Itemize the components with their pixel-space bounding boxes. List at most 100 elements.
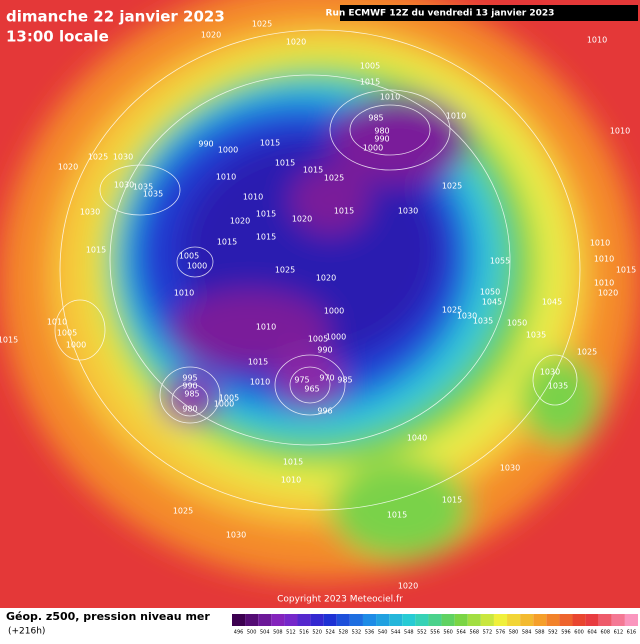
- scale-swatch: [284, 614, 298, 626]
- isobar-label: 1020: [598, 289, 618, 298]
- scale-swatch: [624, 614, 638, 626]
- scale-label: 536: [365, 630, 375, 636]
- scale-swatch: [441, 614, 455, 626]
- isobar-label: 990: [182, 382, 197, 391]
- isobar-label: 1010: [216, 173, 236, 182]
- isobar-label: 1015: [260, 139, 280, 148]
- scale-label: 548: [404, 630, 414, 636]
- isobar-label: 980: [182, 405, 197, 414]
- isobar-label: 1015: [360, 78, 380, 87]
- isobar-label: 1035: [526, 331, 546, 340]
- scale-swatch: [598, 614, 612, 626]
- scale-label: 600: [574, 630, 584, 636]
- scale-label: 592: [548, 630, 558, 636]
- isobar-label: 1025: [173, 507, 193, 516]
- isobar-label: 1035: [548, 382, 568, 391]
- scale-label: 504: [260, 630, 270, 636]
- scale-label: 564: [456, 630, 466, 636]
- scale-swatch: [507, 614, 521, 626]
- isobar-label: 1020: [398, 582, 418, 591]
- scale-label: 596: [561, 630, 571, 636]
- isobar-label: 1030: [540, 368, 560, 377]
- field: [0, 0, 640, 610]
- isobar-label: 1030: [80, 208, 100, 217]
- scale-label: 524: [325, 630, 335, 636]
- run-label: Run ECMWF 12Z du vendredi 13 janvier 202…: [326, 9, 555, 19]
- scale-label: 616: [627, 630, 637, 636]
- isobar-label: 1030: [500, 464, 520, 473]
- scale-swatch: [376, 614, 390, 626]
- scale-swatch: [520, 614, 534, 626]
- isobar-label: 1010: [446, 112, 466, 121]
- scale-swatch: [323, 614, 337, 626]
- isobar-label: 1035: [133, 183, 153, 192]
- scale-swatch: [533, 614, 547, 626]
- scale-swatch: [336, 614, 350, 626]
- isobar-label: 1030: [226, 531, 246, 540]
- scale-swatch: [559, 614, 573, 626]
- footer-title: Géop. z500, pression niveau mer: [6, 610, 210, 623]
- scale-label: 576: [496, 630, 506, 636]
- isobar-label: 1005: [57, 329, 77, 338]
- isobar-label: 1010: [243, 193, 263, 202]
- isobar-label: 970: [319, 374, 334, 383]
- isobar-label: 1010: [250, 378, 270, 387]
- scale-swatch: [389, 614, 403, 626]
- isobar-label: 1000: [218, 146, 238, 155]
- isobar-label: 1005: [179, 252, 199, 261]
- isobar-label: 1000: [326, 333, 346, 342]
- isobar-label: 1045: [482, 298, 502, 307]
- scale-label: 516: [299, 630, 309, 636]
- isobar-label: 1030: [113, 153, 133, 162]
- isobar-label: 1015: [256, 233, 276, 242]
- isobar-label: 1025: [252, 20, 272, 29]
- scale-label: 608: [600, 630, 610, 636]
- isobar-label: 1045: [542, 298, 562, 307]
- scale-swatch: [402, 614, 416, 626]
- scale-swatch: [585, 614, 599, 626]
- run-box: [340, 5, 638, 21]
- scale-label: 560: [443, 630, 453, 636]
- isobar-label: 1025: [577, 348, 597, 357]
- isobar-label: 1010: [594, 255, 614, 264]
- isobar-label: 1025: [442, 306, 462, 315]
- isobar-label: 985: [368, 114, 383, 123]
- isobar-label: 1015: [616, 266, 636, 275]
- scale-swatch: [611, 614, 625, 626]
- isobar-label: 1010: [610, 127, 630, 136]
- isobar-label: 1015: [0, 336, 18, 345]
- isobar-label: 1020: [316, 274, 336, 283]
- scale-label: 604: [587, 630, 597, 636]
- isobar-label: 990: [317, 346, 332, 355]
- time: 13:00 locale: [6, 28, 109, 46]
- isobar-label: 1055: [490, 257, 510, 266]
- isobar-label: 1050: [480, 288, 500, 297]
- scale-swatch: [310, 614, 324, 626]
- scale-label: 552: [417, 630, 427, 636]
- scale-label: 528: [339, 630, 349, 636]
- isobar-label: 1020: [292, 215, 312, 224]
- scale-label: 572: [483, 630, 493, 636]
- isobar-label: 1000: [363, 144, 383, 153]
- scale-swatch: [258, 614, 272, 626]
- isobar-label: 1050: [507, 319, 527, 328]
- scale-label: 556: [430, 630, 440, 636]
- scale-swatch: [362, 614, 377, 626]
- isobar-label: 1010: [174, 289, 194, 298]
- isobar-label: 1015: [303, 166, 323, 175]
- isobar-label: 990: [374, 135, 389, 144]
- scale-swatch: [349, 614, 363, 626]
- isobar-label: 1040: [407, 434, 427, 443]
- scale-swatch: [428, 614, 442, 626]
- scale-swatch: [467, 614, 481, 626]
- isobar-label: 1015: [217, 238, 237, 247]
- isobar-label: 1025: [442, 182, 462, 191]
- copyright: Copyright 2023 Meteociel.fr: [277, 595, 403, 605]
- scale-label: 584: [522, 630, 532, 636]
- isobar-label: 965: [304, 385, 319, 394]
- scale-label: 540: [378, 630, 388, 636]
- isobar-label: 985: [184, 390, 199, 399]
- isobar-label: 1000: [324, 307, 344, 316]
